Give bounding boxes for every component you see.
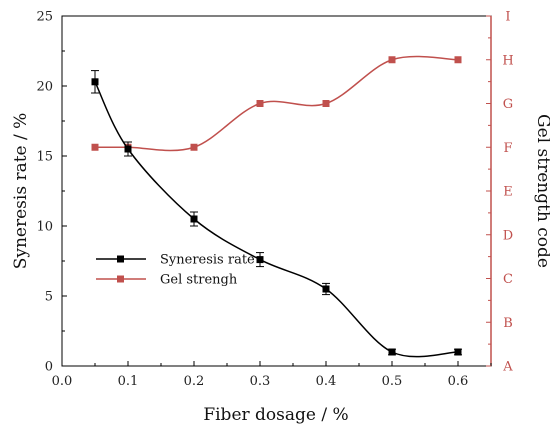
right-axis-ticks: A B C D E F G H I	[486, 10, 514, 375]
y-right-tick-label: I	[505, 10, 510, 25]
legend: Syneresis rate Gel strengh	[96, 253, 255, 288]
x-tick-label: 0.2	[184, 374, 205, 389]
x-tick-label: 0.1	[118, 374, 139, 389]
y-right-tick-label: F	[503, 141, 512, 156]
right-axis-title: Gel strength code	[533, 114, 550, 268]
legend-marker-gel	[117, 275, 124, 283]
syneresis-point	[388, 348, 396, 356]
gel-strength-point	[256, 100, 264, 107]
x-tick-label: 0.6	[448, 374, 469, 389]
series-layer	[91, 55, 462, 358]
syneresis-line	[94, 81, 459, 358]
y-left-tick-label: 20	[36, 80, 53, 95]
syneresis-point	[91, 78, 99, 86]
x-tick-label: 0.4	[316, 374, 337, 389]
left-axis-ticks: 0 5 10 15 20 25	[36, 10, 67, 375]
gel-strength-point	[454, 56, 462, 64]
y-left-tick-label: 15	[36, 150, 53, 165]
y-left-tick-label: 10	[36, 220, 53, 235]
legend-label-syneresis: Syneresis rate	[160, 253, 255, 268]
y-right-tick-label: A	[502, 360, 513, 375]
y-left-tick-label: 0	[45, 360, 53, 375]
y-right-tick-label: E	[503, 185, 513, 200]
y-right-tick-label: D	[503, 228, 513, 243]
x-axis-title: Fiber dosage / %	[203, 405, 348, 425]
y-left-tick-label: 5	[45, 290, 53, 305]
gel-strength-point	[322, 100, 330, 107]
left-axis-title: Syneresis rate / %	[11, 113, 31, 270]
gel-strength-line	[95, 55, 459, 152]
x-axis-ticks: 0.0 0.1 0.2 0.3 0.4 0.5 0.6	[52, 361, 492, 389]
syneresis-point	[256, 256, 264, 264]
syneresis-point	[322, 285, 330, 293]
y-right-tick-label: C	[503, 272, 513, 287]
x-tick-label: 0.3	[250, 374, 271, 389]
gel-strength-point	[91, 143, 99, 151]
legend-marker-syneresis	[117, 255, 124, 263]
y-right-tick-label: H	[502, 53, 513, 68]
syneresis-point	[190, 215, 198, 223]
x-tick-label: 0.0	[52, 374, 73, 389]
gel-strength-point	[388, 56, 396, 64]
x-tick-label: 0.5	[382, 374, 403, 389]
syneresis-point	[124, 145, 132, 153]
y-right-tick-label: B	[503, 316, 513, 331]
plot-frame	[61, 15, 492, 367]
y-left-tick-label: 25	[36, 10, 53, 25]
y-right-tick-label: G	[503, 97, 513, 112]
syneresis-point	[454, 348, 462, 356]
gel-strength-point	[190, 143, 198, 151]
legend-label-gel: Gel strengh	[160, 273, 238, 288]
